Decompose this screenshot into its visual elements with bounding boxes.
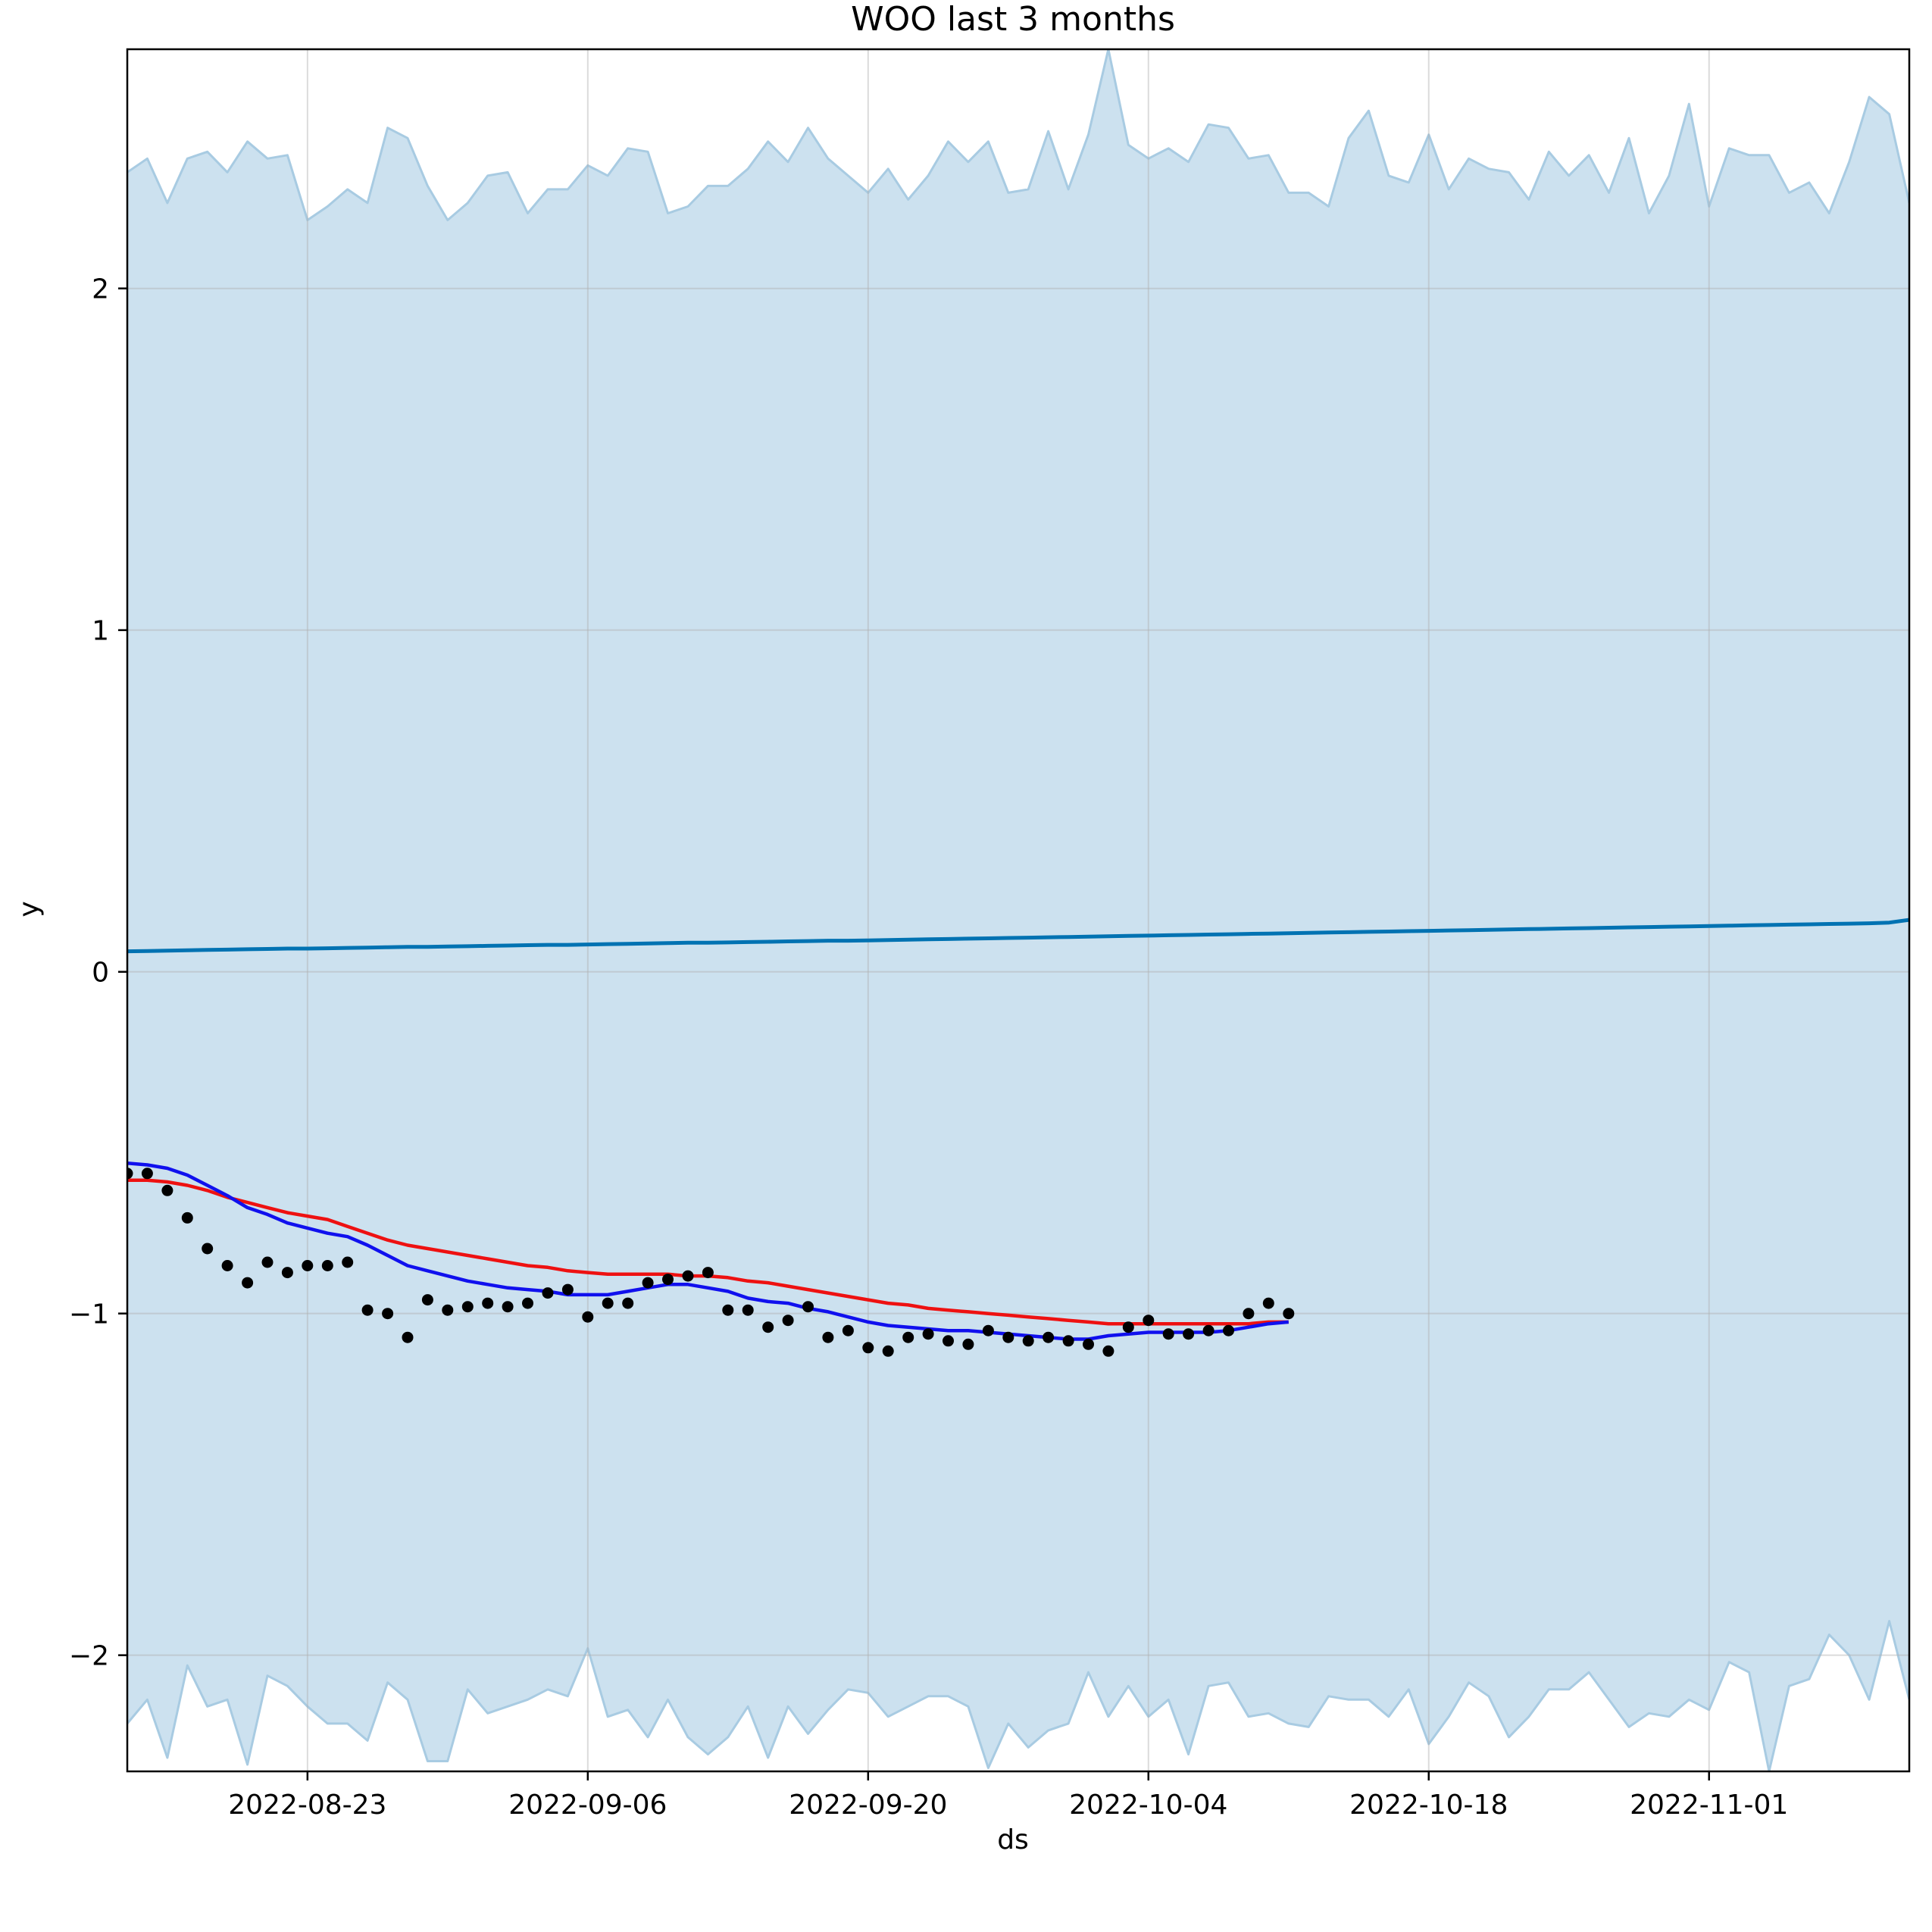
data-point bbox=[221, 1260, 233, 1271]
data-point bbox=[482, 1297, 494, 1309]
data-point bbox=[181, 1211, 193, 1224]
data-point bbox=[141, 1168, 153, 1180]
data-point bbox=[321, 1260, 333, 1271]
band-lower-edge bbox=[127, 1620, 1909, 1771]
x-axis-label: ds bbox=[997, 1824, 1029, 1855]
data-point bbox=[421, 1294, 433, 1306]
data-point bbox=[622, 1297, 634, 1309]
data-point bbox=[1043, 1331, 1055, 1343]
data-point bbox=[542, 1287, 554, 1299]
data-point bbox=[361, 1304, 374, 1316]
data-point bbox=[682, 1270, 694, 1282]
uncertainty-band bbox=[127, 49, 1909, 1771]
data-point bbox=[1022, 1335, 1034, 1347]
data-point bbox=[943, 1335, 954, 1347]
x-tick-label: 2022-10-18 bbox=[1349, 1790, 1508, 1821]
data-point bbox=[962, 1338, 974, 1350]
y-axis-label: y bbox=[14, 901, 45, 917]
data-point bbox=[502, 1301, 514, 1313]
data-point bbox=[281, 1267, 293, 1279]
data-point bbox=[642, 1277, 654, 1289]
y-tick-label: −1 bbox=[69, 1299, 109, 1330]
data-point bbox=[1183, 1328, 1195, 1340]
data-point bbox=[1102, 1345, 1114, 1357]
data-point bbox=[442, 1304, 454, 1316]
data-point bbox=[522, 1297, 533, 1309]
x-tick-label: 2022-08-23 bbox=[228, 1790, 386, 1821]
data-point bbox=[582, 1311, 594, 1323]
data-point bbox=[842, 1324, 854, 1336]
y-tick-label: 1 bbox=[92, 616, 109, 647]
data-point bbox=[882, 1345, 894, 1357]
y-tick-label: −2 bbox=[69, 1641, 109, 1672]
y-tick-label: 2 bbox=[92, 274, 109, 305]
data-point bbox=[1083, 1338, 1094, 1350]
x-tick-label: 2022-09-20 bbox=[789, 1790, 947, 1821]
data-point bbox=[662, 1274, 674, 1286]
x-tick-label: 2022-11-01 bbox=[1630, 1790, 1788, 1821]
data-point bbox=[261, 1256, 274, 1268]
data-point bbox=[561, 1283, 574, 1296]
data-point bbox=[1143, 1315, 1155, 1327]
data-point bbox=[1262, 1297, 1274, 1309]
data-point bbox=[1202, 1324, 1215, 1336]
data-point bbox=[127, 1168, 133, 1180]
blue-moving-average-line bbox=[127, 1161, 1289, 1341]
data-point bbox=[802, 1301, 814, 1313]
chart-title: WOO last 3 months bbox=[851, 0, 1175, 39]
data-point bbox=[402, 1331, 414, 1343]
data-point bbox=[922, 1328, 934, 1340]
data-point bbox=[822, 1331, 834, 1343]
data-point bbox=[382, 1308, 394, 1320]
data-point bbox=[461, 1301, 474, 1313]
data-point bbox=[602, 1297, 614, 1309]
x-tick-label: 2022-10-04 bbox=[1069, 1790, 1227, 1821]
data-point bbox=[302, 1260, 314, 1271]
data-point bbox=[1122, 1321, 1134, 1333]
data-point bbox=[202, 1243, 214, 1255]
data-point bbox=[1002, 1331, 1014, 1343]
data-point bbox=[161, 1184, 174, 1196]
data-point bbox=[742, 1304, 754, 1316]
data-point bbox=[1243, 1308, 1255, 1320]
x-tick-label: 2022-09-06 bbox=[508, 1790, 667, 1821]
data-point bbox=[242, 1277, 254, 1289]
data-point bbox=[862, 1342, 874, 1354]
data-point bbox=[762, 1321, 774, 1333]
data-point bbox=[902, 1331, 914, 1343]
y-tick-label: 0 bbox=[92, 958, 109, 989]
data-point bbox=[1062, 1335, 1074, 1347]
band-upper-edge bbox=[127, 49, 1909, 221]
data-point bbox=[1283, 1308, 1295, 1320]
data-point bbox=[1162, 1328, 1174, 1340]
data-point bbox=[342, 1256, 354, 1268]
data-point bbox=[782, 1315, 794, 1327]
data-point bbox=[1223, 1324, 1234, 1336]
trend-line bbox=[127, 918, 1909, 954]
data-point bbox=[702, 1267, 714, 1279]
plot-frame bbox=[126, 48, 1911, 1773]
data-point bbox=[722, 1304, 734, 1316]
data-point bbox=[982, 1324, 994, 1336]
